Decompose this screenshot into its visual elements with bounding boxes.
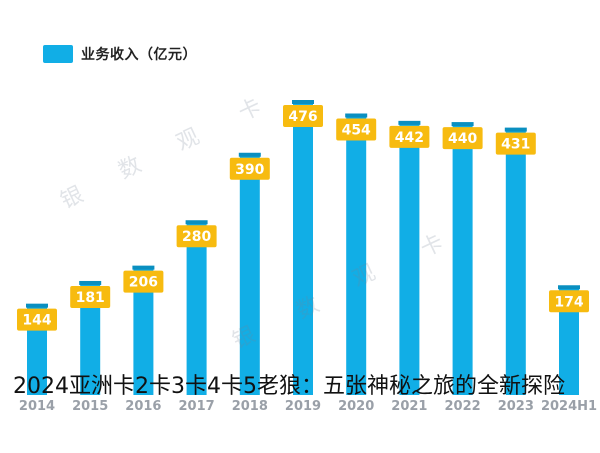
- chart-legend: 业务收入（亿元）: [43, 44, 197, 64]
- x-tick-2023: 2023: [498, 399, 534, 414]
- data-label-2017: 280: [182, 229, 211, 245]
- bar-2021: [399, 123, 420, 395]
- data-label-2015: 181: [76, 290, 105, 306]
- bar-cap-2023: [504, 127, 527, 132]
- x-tick-2018: 2018: [232, 399, 268, 414]
- data-label-2023: 431: [501, 137, 530, 153]
- data-label-2024H1: 174: [554, 294, 583, 310]
- x-tick-2017: 2017: [179, 399, 215, 414]
- x-tick-2015: 2015: [72, 399, 108, 414]
- bar-cap-2018: [238, 152, 261, 157]
- x-tick-2016: 2016: [125, 399, 161, 414]
- x-tick-2024H1: 2024H1: [541, 399, 597, 414]
- bar-cap-2020: [345, 113, 368, 118]
- bar-cap-2016: [132, 265, 155, 270]
- data-label-box-2023: [495, 132, 536, 155]
- data-label-box-2018: [229, 157, 270, 180]
- x-tick-2021: 2021: [391, 399, 427, 414]
- bar-2019: [293, 103, 313, 395]
- bar-cap-2015: [79, 280, 102, 285]
- data-label-box-2016: [123, 270, 164, 293]
- page-caption: 2024亚洲卡2卡3卡4卡5老狼：五张神秘之旅的全新探险: [13, 374, 565, 399]
- data-label-box-2020: [336, 118, 377, 141]
- data-label-box-2022: [442, 127, 483, 150]
- legend-swatch: [43, 45, 73, 63]
- bar-cap-2021: [398, 120, 421, 125]
- x-tick-2019: 2019: [285, 399, 321, 414]
- data-label-2014: 144: [22, 313, 51, 329]
- data-label-2019: 476: [288, 109, 317, 125]
- data-label-2021: 442: [395, 130, 424, 146]
- data-label-2022: 440: [448, 131, 477, 147]
- bar-2015: [80, 283, 101, 395]
- legend-label: 业务收入（亿元）: [81, 47, 197, 63]
- bar-2017: [186, 223, 207, 395]
- bar-2016: [133, 268, 154, 395]
- bar-cap-2022: [451, 122, 474, 127]
- data-label-2016: 206: [129, 275, 158, 291]
- data-label-box-2024H1: [549, 290, 589, 313]
- bar-2024H1: [559, 288, 579, 395]
- data-label-box-2014: [17, 308, 57, 331]
- bar-2023: [505, 130, 526, 395]
- data-label-box-2019: [283, 105, 323, 127]
- bar-2018: [239, 155, 260, 395]
- data-label-box-2015: [70, 285, 111, 308]
- data-label-box-2017: [176, 225, 217, 248]
- data-label-2020: 454: [342, 122, 371, 138]
- data-label-box-2021: [389, 125, 430, 148]
- bar-cap-2024H1: [558, 285, 580, 290]
- x-tick-2014: 2014: [19, 399, 55, 414]
- bar-2022: [452, 125, 473, 395]
- bar-cap-2017: [185, 220, 208, 225]
- x-tick-2020: 2020: [338, 399, 374, 414]
- data-label-2018: 390: [235, 162, 264, 178]
- x-tick-2022: 2022: [445, 399, 481, 414]
- bar-cap-2019: [292, 100, 314, 104]
- bar-cap-2014: [26, 303, 48, 308]
- bar-2020: [346, 116, 367, 396]
